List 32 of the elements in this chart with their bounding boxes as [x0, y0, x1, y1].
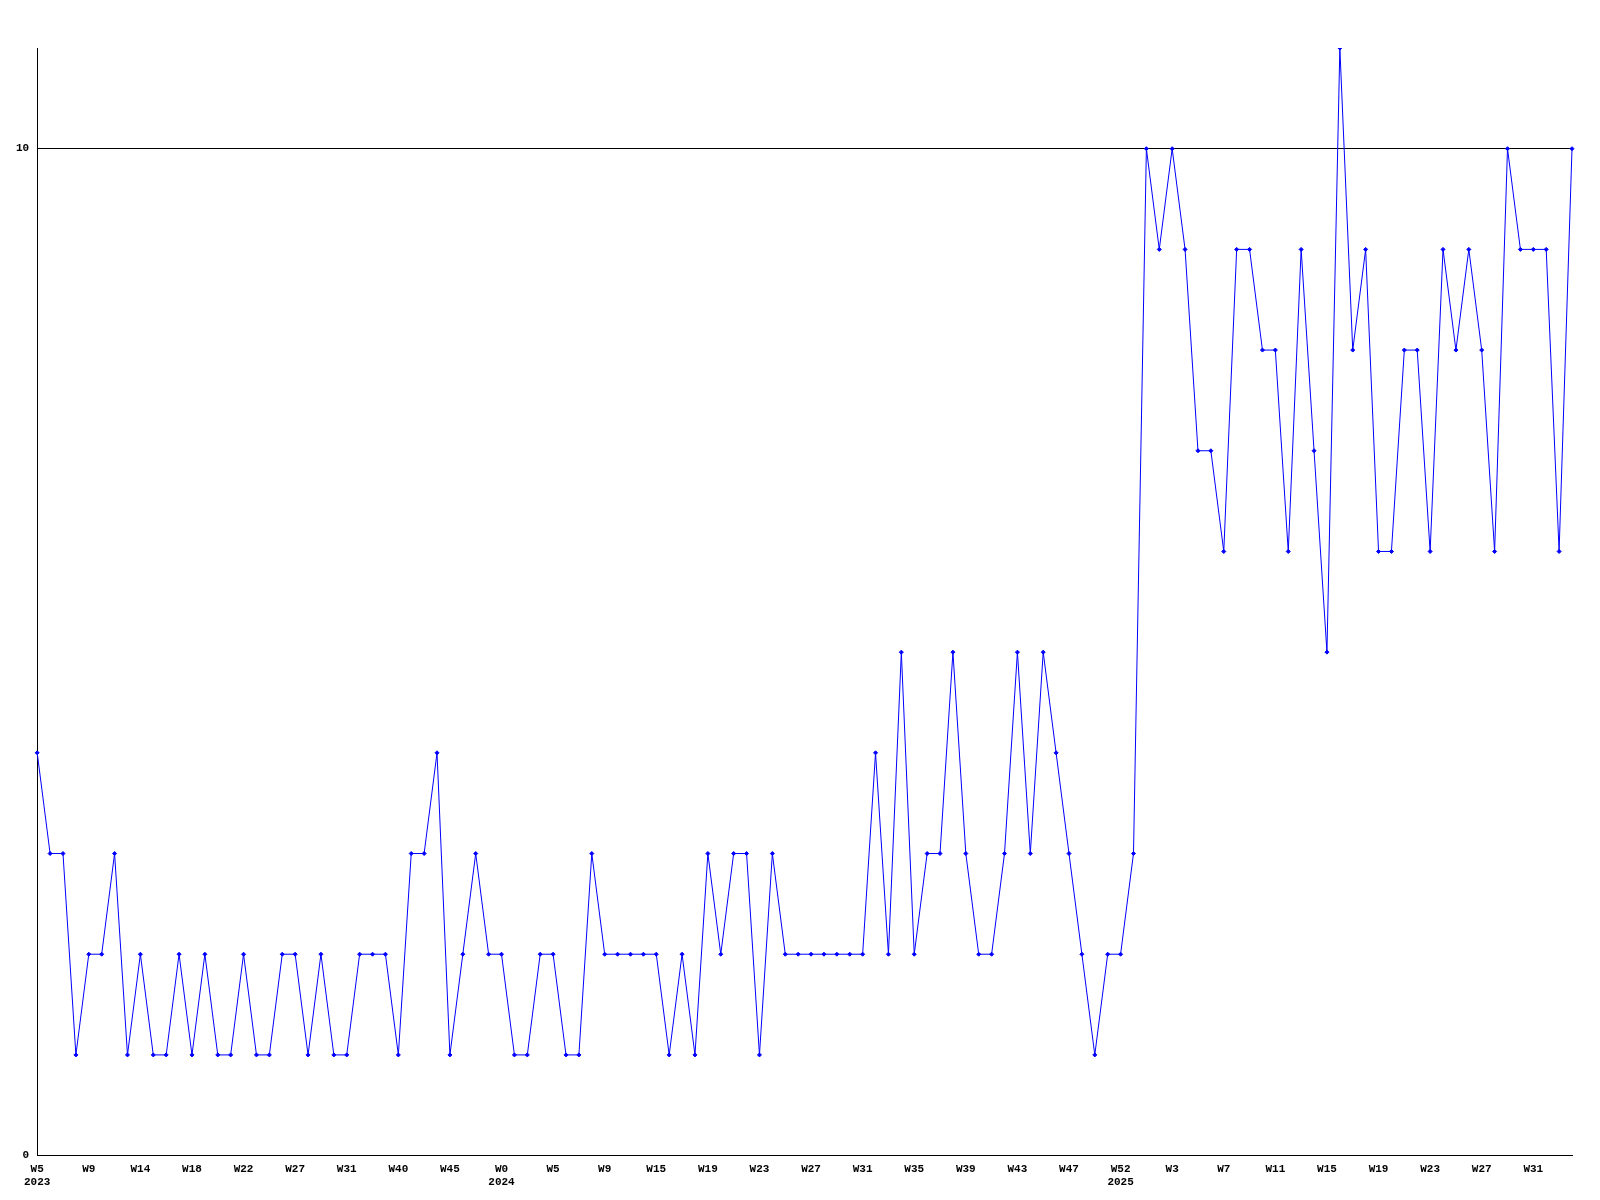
x-tick-label: W31 — [336, 1162, 358, 1175]
x-tick-label: W43 — [1007, 1162, 1028, 1175]
x-tick-label: W15 — [1317, 1162, 1338, 1175]
x-tick-label: W5 2023 — [24, 1162, 51, 1189]
x-tick-label: W5 — [546, 1162, 561, 1175]
x-tick-label: W31 — [852, 1162, 873, 1175]
x-tick-label: W15 — [646, 1162, 667, 1175]
x-tick-label: W40 — [388, 1162, 409, 1175]
x-tick-label: W9 — [598, 1162, 612, 1175]
x-tick-label: W52 2025 — [1107, 1162, 1135, 1189]
x-tick-label: W19 — [1368, 1162, 1389, 1175]
x-tick-label: W3 — [1165, 1162, 1180, 1175]
x-tick-label: W27 — [801, 1162, 821, 1175]
x-tick-label: W18 — [182, 1162, 203, 1175]
x-tick-label: W19 — [697, 1162, 718, 1175]
x-tick-label: W39 — [955, 1162, 976, 1175]
x-tick-label: W23 — [1420, 1162, 1441, 1175]
y-tick-label: 10 — [16, 142, 30, 155]
x-tick-label: W14 — [130, 1162, 151, 1175]
x-tick-label: W27 — [285, 1162, 306, 1175]
x-tick-label: W9 — [82, 1162, 96, 1175]
x-tick-label: W11 — [1265, 1162, 1286, 1175]
x-tick-label: W0 2024 — [488, 1162, 516, 1189]
x-tick-label: W22 — [233, 1162, 254, 1175]
x-tick-label: W45 — [440, 1162, 461, 1175]
x-tick-label: W31 — [1523, 1162, 1544, 1175]
x-tick-label: W7 — [1217, 1162, 1231, 1175]
x-tick-label: W35 — [904, 1162, 925, 1175]
x-tick-label: W47 — [1059, 1162, 1079, 1175]
x-tick-label: W23 — [749, 1162, 770, 1175]
x-tick-label: W27 — [1471, 1162, 1492, 1175]
y-tick-label: 0 — [22, 1149, 30, 1162]
